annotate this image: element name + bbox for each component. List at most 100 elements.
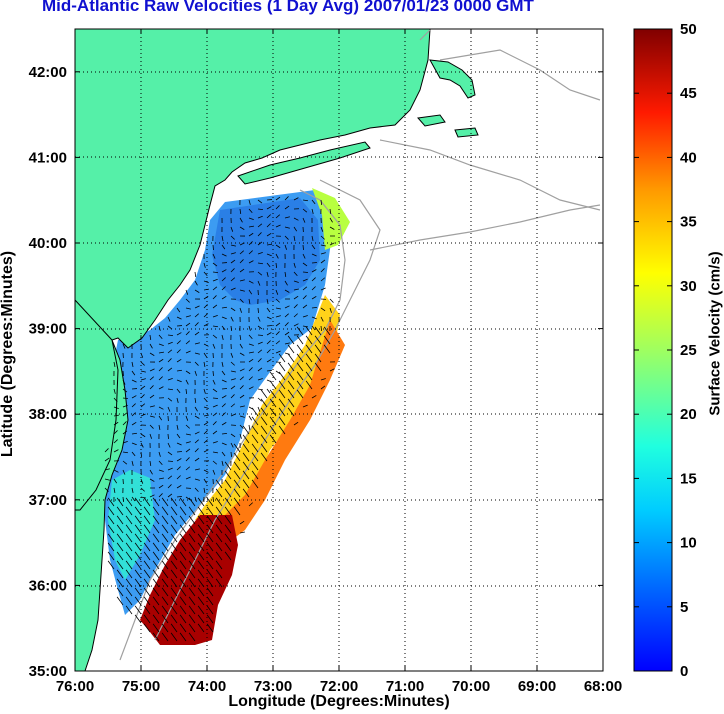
velocity-vector (311, 253, 317, 257)
velocity-vector (266, 214, 271, 219)
velocity-vector (278, 380, 286, 390)
velocity-vector (311, 244, 316, 250)
velocity-vector (149, 376, 154, 381)
velocity-vector (194, 431, 200, 435)
velocity-vector (284, 235, 289, 240)
velocity-vector (251, 443, 259, 453)
velocity-vector (257, 334, 264, 336)
velocity-vector (257, 388, 263, 391)
velocity-vector (293, 217, 299, 221)
velocity-vector (284, 342, 290, 345)
velocity-vector (296, 326, 304, 336)
velocity-vector (113, 449, 119, 453)
velocity-vector (212, 271, 219, 273)
velocity-vector (242, 461, 250, 471)
velocity-vector (203, 304, 208, 309)
page-title: Mid-Atlantic Raw Velocities (1 Day Avg) … (42, 0, 534, 15)
velocity-vector (113, 388, 116, 394)
velocity-vector (107, 524, 115, 534)
velocity-vector (116, 551, 124, 561)
velocity-vector (194, 439, 199, 444)
velocity-vector (143, 614, 151, 624)
velocity-vector (131, 442, 137, 446)
velocity-vector (170, 623, 178, 633)
velocity-vector (311, 306, 318, 309)
velocity-vector (179, 596, 187, 606)
velocity-vector (260, 407, 268, 417)
velocity-vector (125, 578, 133, 588)
velocity-vector (161, 587, 169, 597)
velocity-vector (206, 578, 214, 588)
velocity-vector (233, 443, 241, 453)
velocity-vector (125, 533, 133, 543)
velocity-vector (212, 421, 217, 426)
velocity-vector (113, 421, 119, 426)
velocity-vector (215, 524, 223, 534)
velocity-vector (215, 551, 223, 561)
velocity-vector (287, 353, 295, 363)
velocity-vector (257, 316, 261, 322)
velocity-vector (266, 206, 272, 210)
velocity-vector (287, 371, 295, 381)
velocity-vector (239, 368, 245, 372)
velocity-vector (320, 252, 326, 255)
velocity-vector (311, 235, 314, 241)
velocity-vector (185, 466, 191, 471)
velocity-vector (203, 388, 206, 394)
velocity-vector (251, 479, 259, 489)
velocity-vector (206, 596, 214, 606)
velocity-vector (221, 422, 227, 426)
x-tick-label: 70:00 (452, 678, 490, 695)
velocity-vector (176, 442, 182, 446)
velocity-vector (320, 277, 326, 282)
velocity-vector (224, 542, 232, 552)
velocity-vector (251, 425, 259, 435)
velocity-vector (140, 385, 146, 390)
velocity-vector (194, 361, 199, 366)
velocity-vector (158, 460, 163, 465)
velocity-vector (257, 280, 261, 286)
velocity-vector (125, 497, 133, 507)
velocity-vector (260, 389, 268, 399)
velocity-vector (329, 208, 332, 215)
velocity-vector (170, 578, 178, 588)
velocity-vector (122, 404, 128, 408)
velocity-vector (185, 457, 190, 462)
velocity-vector (293, 288, 299, 291)
velocity-vector (260, 425, 268, 435)
velocity-vector (170, 506, 178, 516)
velocity-vector (239, 334, 242, 341)
velocity-vector (329, 307, 332, 313)
velocity-vector (242, 425, 250, 435)
velocity-vector (314, 335, 322, 345)
velocity-vector (269, 398, 277, 408)
velocity-vector (206, 542, 214, 552)
velocity-vector (251, 470, 259, 480)
velocity-vector (278, 425, 286, 435)
velocity-vector (242, 470, 250, 480)
velocity-vector (203, 421, 209, 426)
velocity-vector (158, 334, 163, 340)
velocity-vector (212, 469, 216, 475)
velocity-vector (311, 286, 316, 291)
velocity-vector (131, 379, 137, 383)
velocity-vector (314, 326, 322, 336)
velocity-vector (230, 442, 234, 448)
velocity-vector (185, 441, 191, 444)
velocity-vector (320, 259, 326, 264)
velocity-vector (176, 424, 179, 430)
velocity-vector (167, 367, 173, 372)
velocity-vector (320, 235, 325, 240)
velocity-vector (266, 340, 271, 345)
velocity-vector (140, 378, 146, 381)
velocity-vector (275, 315, 281, 318)
velocity-vector (203, 262, 206, 268)
velocity-vector (185, 388, 188, 395)
velocity-vector (122, 440, 128, 444)
velocity-vector (296, 371, 304, 381)
velocity-vector (203, 323, 209, 327)
velocity-vector (257, 223, 263, 228)
velocity-vector (230, 252, 236, 255)
velocity-vector (287, 407, 295, 417)
velocity-vector (248, 225, 254, 228)
